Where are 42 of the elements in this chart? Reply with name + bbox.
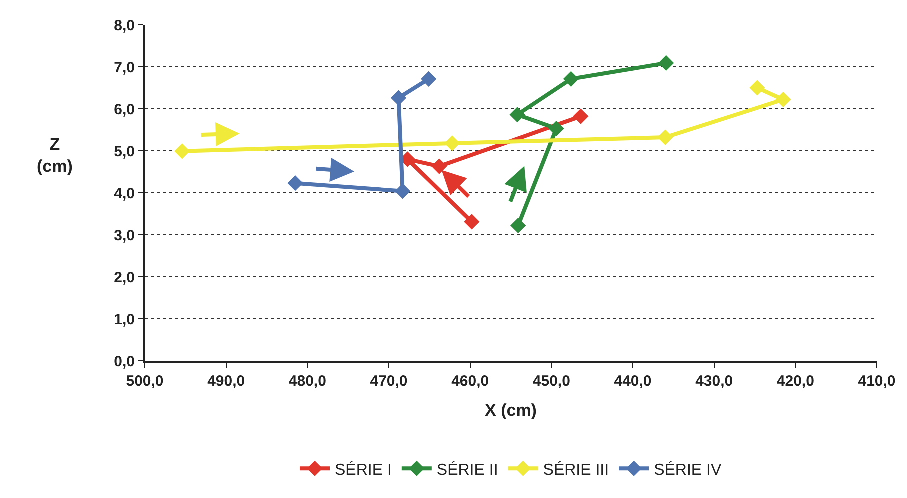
point bbox=[548, 120, 564, 137]
y-tick-label: 1,0 bbox=[114, 311, 135, 328]
legend-label: SÉRIE II bbox=[436, 460, 498, 479]
y-tick-label: 2,0 bbox=[114, 269, 135, 286]
x-tick-label: 480,0 bbox=[288, 373, 326, 390]
point bbox=[563, 71, 579, 87]
point bbox=[510, 218, 526, 234]
point bbox=[510, 107, 526, 123]
point bbox=[444, 136, 460, 152]
point bbox=[395, 184, 411, 200]
x-tick-label: 430,0 bbox=[696, 373, 734, 390]
y-tick-label: 5,0 bbox=[114, 143, 135, 160]
y-tick-label: 8,0 bbox=[114, 17, 135, 34]
point bbox=[288, 176, 304, 192]
x-tick-label: 490,0 bbox=[208, 373, 246, 390]
y-tick-label: 0,0 bbox=[114, 353, 135, 370]
point bbox=[174, 144, 190, 160]
point bbox=[658, 55, 674, 72]
y-tick-label: 4,0 bbox=[114, 185, 135, 202]
point bbox=[390, 90, 407, 106]
y-tick-label: 3,0 bbox=[114, 227, 135, 244]
x-axis-title: X (cm) bbox=[485, 400, 537, 420]
x-tick-label: 410,0 bbox=[858, 373, 896, 390]
legend-label: SÉRIE III bbox=[543, 460, 610, 479]
x-tick-label: 420,0 bbox=[776, 373, 814, 390]
legend-label: SÉRIE IV bbox=[654, 460, 722, 479]
x-tick-label: 460,0 bbox=[452, 373, 490, 390]
point bbox=[658, 130, 674, 146]
x-tick-label: 450,0 bbox=[532, 373, 570, 390]
point bbox=[573, 108, 589, 124]
y-tick-label: 6,0 bbox=[114, 101, 135, 118]
point bbox=[776, 92, 792, 108]
x-tick-label: 440,0 bbox=[614, 373, 652, 390]
point bbox=[432, 158, 448, 174]
point bbox=[464, 214, 480, 230]
y-tick-label: 7,0 bbox=[114, 59, 135, 76]
y-axis-title: Z (cm) bbox=[37, 135, 73, 176]
point bbox=[421, 71, 437, 87]
x-tick-label: 470,0 bbox=[370, 373, 408, 390]
point bbox=[750, 80, 766, 96]
legend-label: SÉRIE I bbox=[335, 460, 392, 479]
x-tick-label: 500,0 bbox=[126, 373, 164, 390]
